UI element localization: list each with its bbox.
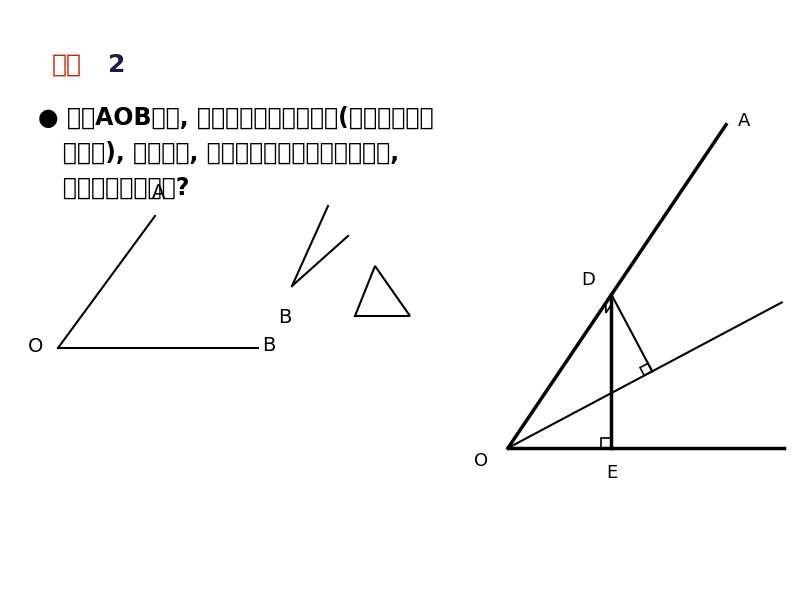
Text: 为斜边), 然后展开, 观察两次折叠形成的三条折痕,: 为斜边), 然后展开, 观察两次折叠形成的三条折痕, (38, 141, 399, 165)
Text: A: A (738, 111, 750, 130)
Text: O: O (29, 337, 44, 355)
Text: O: O (474, 452, 488, 470)
Text: A: A (152, 183, 166, 202)
Text: 你能得到什么结论?: 你能得到什么结论? (38, 176, 190, 200)
Text: B: B (279, 308, 291, 327)
Text: D: D (581, 271, 596, 288)
Text: E: E (606, 464, 617, 482)
Text: 探索: 探索 (52, 53, 82, 77)
Text: ● 将角AOB对折, 再折出一个直角三角形(使第一条折痕: ● 将角AOB对折, 再折出一个直角三角形(使第一条折痕 (38, 106, 434, 130)
Text: 2: 2 (108, 53, 125, 77)
Text: B: B (262, 336, 276, 355)
